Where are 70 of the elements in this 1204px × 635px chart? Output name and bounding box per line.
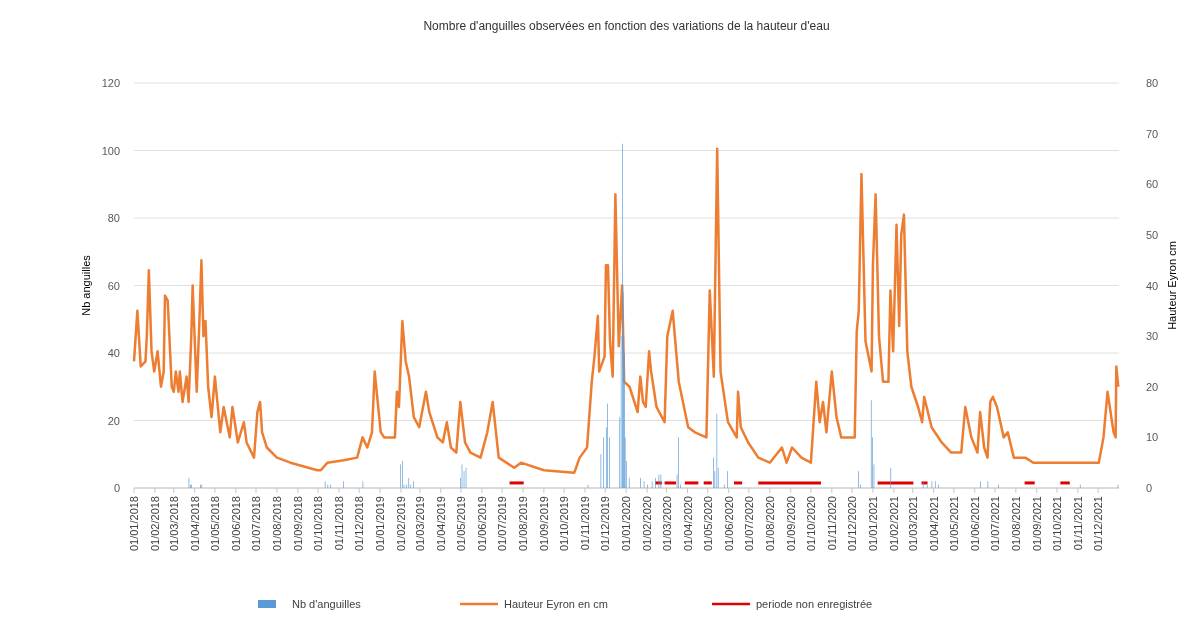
x-tick-label: 01/10/2018 xyxy=(312,496,325,552)
x-tick-label: 01/12/2018 xyxy=(353,496,366,552)
x-tick-label: 01/04/2019 xyxy=(434,496,447,552)
y-tick-label: 80 xyxy=(107,212,120,224)
x-tick-label: 01/06/2021 xyxy=(968,496,981,552)
x-tick-label: 01/11/2020 xyxy=(825,496,838,551)
x-tick-label: 01/01/2021 xyxy=(866,496,879,552)
x-tick-label: 01/08/2019 xyxy=(517,496,530,552)
y2-tick-label: 30 xyxy=(1146,330,1159,343)
x-tick-label: 01/02/2018 xyxy=(148,496,161,552)
y2-tick-label: 50 xyxy=(1146,228,1159,241)
y2-tick-label: 60 xyxy=(1146,178,1159,191)
x-tick-label: 01/07/2021 xyxy=(988,496,1001,552)
x-tick-label: 01/05/2021 xyxy=(947,496,960,552)
y2-tick-label: 40 xyxy=(1146,279,1159,292)
y-tick-label: 120 xyxy=(101,77,120,89)
y2-tick-label: 70 xyxy=(1146,127,1159,140)
x-tick-label: 01/01/2020 xyxy=(620,496,633,552)
x-tick-label: 01/09/2021 xyxy=(1030,496,1043,552)
legend-label: periode non enregistrée xyxy=(756,598,873,610)
legend-label: Nb d'anguilles xyxy=(292,598,362,610)
x-tick-label: 01/10/2020 xyxy=(804,496,817,552)
x-tick-label: 01/02/2021 xyxy=(887,496,900,552)
x-tick-label: 01/12/2020 xyxy=(846,496,859,552)
y-tick-label: 20 xyxy=(107,414,120,427)
x-tick-label: 01/01/2019 xyxy=(374,496,387,552)
x-tick-label: 01/03/2018 xyxy=(167,496,180,552)
x-tick-label: 01/04/2021 xyxy=(927,496,940,552)
y2-tick-label: 10 xyxy=(1146,431,1159,444)
x-tick-label: 01/12/2021 xyxy=(1092,496,1105,552)
x-tick-label: 01/02/2020 xyxy=(641,496,654,552)
legend-label: Hauteur Eyron en cm xyxy=(504,598,608,610)
x-tick-label: 01/03/2021 xyxy=(906,496,919,552)
x-tick-label: 01/04/2020 xyxy=(681,496,694,552)
x-tick-label: 01/08/2020 xyxy=(763,496,776,552)
x-tick-label: 01/10/2019 xyxy=(558,496,571,552)
x-tick-label: 01/05/2018 xyxy=(208,496,221,552)
x-tick-label: 01/07/2018 xyxy=(250,496,263,552)
x-tick-label: 01/06/2019 xyxy=(475,496,488,552)
y2-tick-label: 20 xyxy=(1146,380,1159,393)
x-tick-label: 01/05/2019 xyxy=(454,496,467,552)
y-tick-label: 60 xyxy=(107,279,120,292)
x-tick-label: 01/06/2018 xyxy=(229,496,242,552)
x-tick-label: 01/07/2020 xyxy=(742,496,755,552)
x-tick-label: 01/08/2021 xyxy=(1009,496,1022,552)
x-tick-label: 01/09/2020 xyxy=(784,496,797,552)
chart-title: Nombre d'anguilles observées en fonction des variations de la hauteur d'eau xyxy=(423,19,830,33)
y-tick-label: 100 xyxy=(101,144,120,157)
x-tick-label: 01/03/2019 xyxy=(413,496,426,552)
x-tick-label: 01/10/2021 xyxy=(1050,496,1063,552)
y2-tick-label: 80 xyxy=(1146,77,1159,89)
x-tick-label: 01/12/2019 xyxy=(599,496,612,552)
x-tick-label: 01/09/2018 xyxy=(291,496,304,552)
x-tick-label: 01/07/2019 xyxy=(496,496,509,552)
y2-tick-label: 0 xyxy=(1146,482,1153,494)
x-tick-label: 01/11/2021 xyxy=(1071,496,1084,551)
x-tick-label: 01/09/2019 xyxy=(537,496,550,552)
x-tick-label: 01/11/2018 xyxy=(332,496,345,551)
x-tick-label: 01/02/2019 xyxy=(394,496,407,552)
x-tick-label: 01/08/2018 xyxy=(270,496,283,552)
x-tick-label: 01/05/2020 xyxy=(701,496,714,552)
y-tick-label: 40 xyxy=(107,347,120,359)
x-tick-label: 01/11/2019 xyxy=(579,496,592,551)
y-axis-title: Nb anguilles xyxy=(80,254,92,316)
x-tick-label: 01/03/2020 xyxy=(660,496,673,552)
x-tick-label: 01/01/2018 xyxy=(128,496,140,552)
x-tick-label: 01/04/2018 xyxy=(188,496,201,552)
y2-axis-title: Hauteur Eyron cm xyxy=(1166,241,1178,330)
y-tick-label: 0 xyxy=(113,482,120,494)
x-tick-label: 01/06/2020 xyxy=(722,496,735,552)
